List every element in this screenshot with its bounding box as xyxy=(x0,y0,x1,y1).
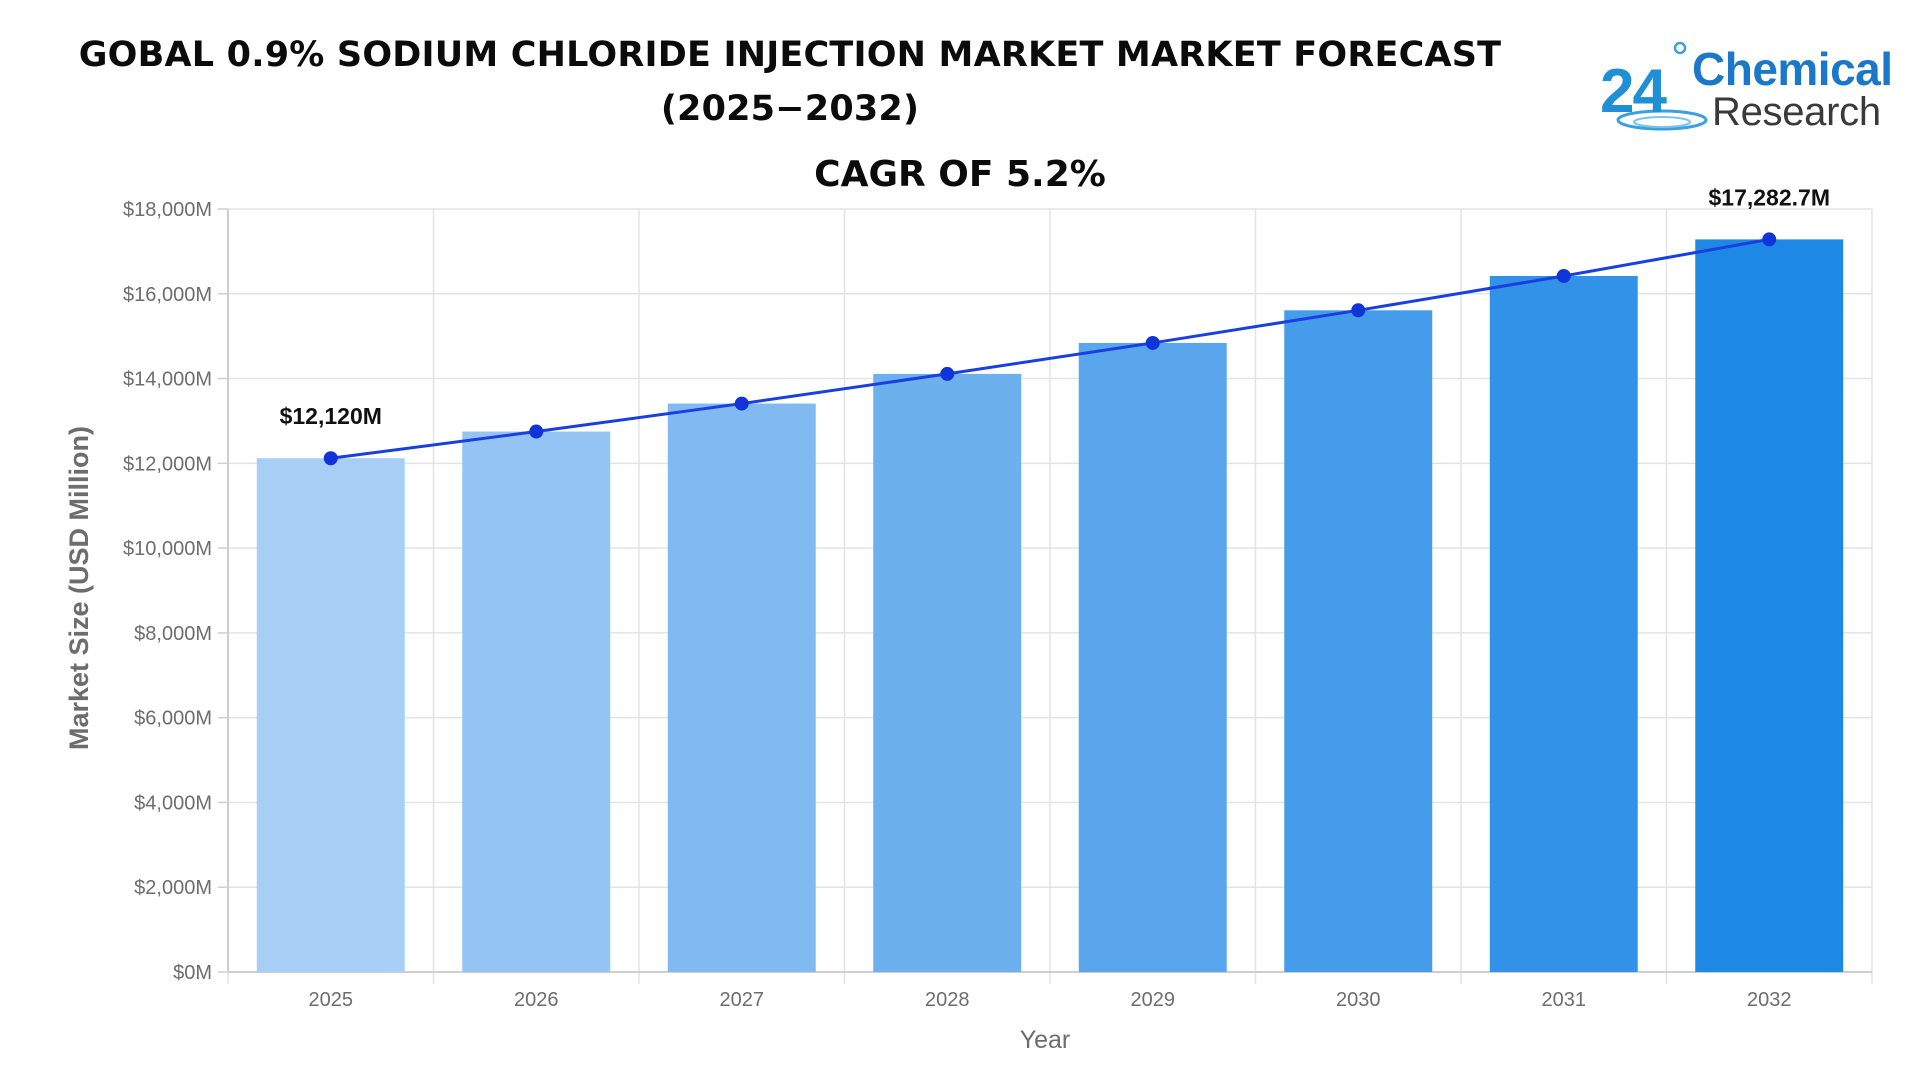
x-tick-label: 2030 xyxy=(1336,989,1381,1011)
trend-point xyxy=(734,396,749,411)
x-axis-ticks: 2025 2026 2027 2028 2029 2030 2031 2032 xyxy=(309,989,1792,1011)
chart-title: GOBAL 0.9% SODIUM CHLORIDE INJECTION MAR… xyxy=(30,28,1550,136)
trend-point xyxy=(323,451,338,466)
y-tick-label: $8,000M xyxy=(134,623,212,645)
bar xyxy=(256,458,405,972)
bar xyxy=(1078,342,1227,973)
chart-title-line-1: GOBAL 0.9% SODIUM CHLORIDE INJECTION MAR… xyxy=(78,35,1502,75)
bar xyxy=(462,431,611,973)
data-label: $12,120M xyxy=(280,403,382,429)
logo-text-research: Research xyxy=(1712,90,1881,134)
trend-point xyxy=(940,366,955,381)
y-tick-label: $2,000M xyxy=(134,877,212,899)
x-tick-label: 2029 xyxy=(1131,989,1176,1011)
y-tick-label: $14,000M xyxy=(123,369,212,391)
y-tick-label: $6,000M xyxy=(134,708,212,730)
x-axis-title: Year xyxy=(1020,1026,1071,1054)
logo-flask-icon xyxy=(1616,41,1708,131)
y-tick-label: $16,000M xyxy=(123,284,212,306)
cagr-subtitle: CAGR OF 5.2% xyxy=(814,154,1106,195)
trend-point xyxy=(1556,268,1571,283)
x-tick-label: 2027 xyxy=(720,989,765,1011)
y-tick-label: $12,000M xyxy=(123,453,212,475)
bar xyxy=(873,373,1022,972)
x-tick-label: 2028 xyxy=(925,989,970,1011)
x-tick-label: 2032 xyxy=(1747,989,1792,1011)
trend-line xyxy=(330,237,1770,460)
logo-number: 24 xyxy=(1600,57,1667,126)
bar xyxy=(1489,275,1638,972)
logo-text-chemical: Chemical xyxy=(1692,43,1893,95)
y-axis-ticks: $0M $2,000M $4,000M $6,000M $8,000M $10,000M $… xyxy=(123,199,212,984)
bar xyxy=(1284,310,1433,972)
trend-points xyxy=(323,232,1777,466)
trend-point xyxy=(1351,303,1366,318)
company-logo: 24 Chemical Research xyxy=(1600,38,1900,138)
y-tick-label: $0M xyxy=(173,962,212,984)
bars xyxy=(256,239,1844,973)
bar xyxy=(1695,239,1844,973)
bar xyxy=(667,403,816,972)
x-tick-label: 2026 xyxy=(514,989,559,1011)
trend-line-path xyxy=(330,237,1770,460)
chart-title-line-2: (2025−2032) xyxy=(660,89,920,129)
data-label: $17,282.7M xyxy=(1709,184,1830,210)
y-axis-title: Market Size (USD Million) xyxy=(64,426,94,750)
y-tick-label: $18,000M xyxy=(123,199,212,221)
y-tick-label: $4,000M xyxy=(134,792,212,814)
x-tick-label: 2025 xyxy=(309,989,354,1011)
trend-point xyxy=(1762,232,1777,247)
trend-point xyxy=(529,424,544,439)
data-labels: $12,120M $17,282.7M xyxy=(280,184,1830,429)
trend-point xyxy=(1145,335,1160,350)
x-tick-label: 2031 xyxy=(1542,989,1587,1011)
y-tick-label: $10,000M xyxy=(123,538,212,560)
